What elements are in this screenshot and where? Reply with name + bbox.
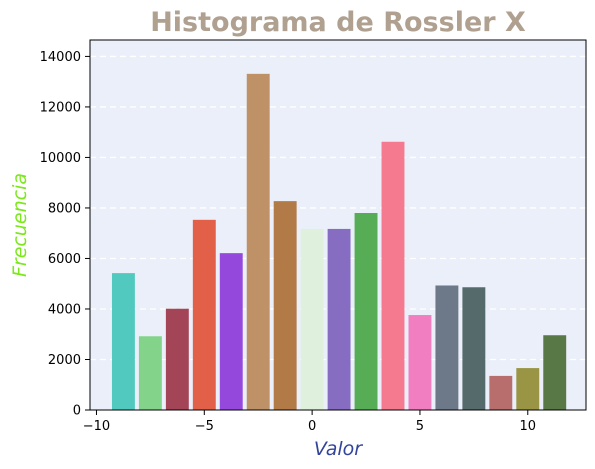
bar [165, 308, 189, 410]
y-tick-label: 0 [73, 404, 81, 419]
bar [138, 336, 162, 410]
bar [219, 253, 243, 410]
x-tick-label: −10 [83, 419, 110, 434]
y-tick-label: 14000 [40, 50, 81, 65]
y-tick-label: 10000 [40, 151, 81, 166]
y-axis-label: Frecuencia [9, 173, 31, 277]
bar [516, 368, 540, 410]
bar [381, 141, 405, 411]
x-tick-label: −5 [195, 419, 214, 434]
x-axis-label: Valor [314, 438, 363, 460]
bar [327, 228, 351, 410]
y-tick-label: 8000 [48, 201, 81, 216]
y-tick-label: 2000 [48, 353, 81, 368]
bar [192, 219, 216, 410]
bar [408, 315, 432, 410]
bar [543, 335, 567, 410]
y-tick-label: 6000 [48, 252, 81, 267]
y-tick-label: 12000 [40, 100, 81, 115]
bar [354, 213, 378, 410]
x-tick-label: 0 [308, 419, 316, 434]
bar [273, 201, 297, 410]
bar [489, 375, 513, 410]
x-tick-label: 5 [416, 419, 424, 434]
chart-title: Histograma de Rossler X [150, 7, 526, 38]
bar [435, 285, 459, 410]
axes: −10 −5 0 5 10 0 2000 4000 6000 8000 10000 12000 1400… [40, 39, 587, 434]
plot-frame [89, 39, 587, 411]
y-tick-label: 4000 [48, 302, 81, 317]
bars [111, 73, 567, 411]
bar [462, 287, 486, 410]
bar [300, 228, 324, 410]
x-tick-label: 10 [520, 419, 537, 434]
bar [111, 273, 135, 410]
bar [246, 73, 270, 410]
